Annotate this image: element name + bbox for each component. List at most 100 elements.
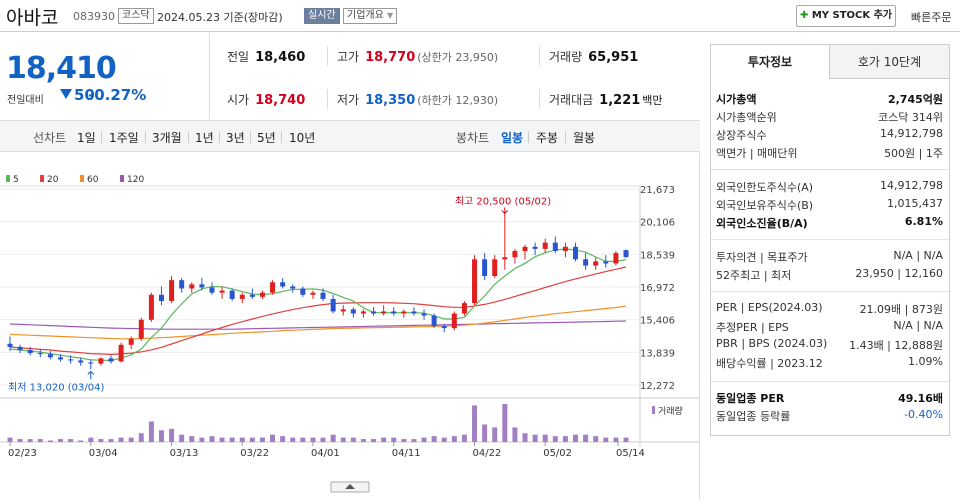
chevron-down-icon: ▼ <box>387 11 394 20</box>
divider <box>327 46 328 66</box>
line-chart-label: 선차트 <box>33 131 67 145</box>
info-key: 52주최고 | 최저 <box>716 269 792 282</box>
period-10y[interactable]: 10년 <box>289 131 316 145</box>
info-value: 14,912,798 <box>880 127 943 140</box>
candle-body <box>421 313 427 316</box>
x-axis: 02/23 03/04 03/13 03/22 04/01 04/11 04/22 05/02… <box>8 442 645 459</box>
volume-bar <box>482 424 488 442</box>
period-3y[interactable]: 3년 <box>226 131 245 145</box>
x-tick-label: 04/22 <box>473 448 502 459</box>
candle-body <box>492 259 498 277</box>
volume-bar <box>118 437 124 442</box>
candle-body <box>239 294 245 299</box>
volume-bar <box>421 437 427 442</box>
info-value: 코스닥 314위 <box>878 111 943 124</box>
info-key: 동일업종 PER <box>716 392 785 405</box>
ma20-line <box>9 266 627 356</box>
chart-toolbar: 선차트 1일 1주일 3개월 1년 3년 5년 10년 봉차트 일봉 주봉 월봉 <box>0 120 700 152</box>
candle-body <box>148 294 154 320</box>
info-key: 외국인소진율(B/A) <box>716 217 808 230</box>
legend-swatch <box>6 175 10 182</box>
info-key: 액면가 | 매매단위 <box>716 147 798 160</box>
stock-name: 아바코 <box>6 7 59 29</box>
candle-body <box>360 311 366 314</box>
candle-body <box>209 287 215 293</box>
stat-high: 고가 18,770 (상한가 23,950) <box>337 48 498 65</box>
company-info-label: 기업개요 <box>347 10 384 21</box>
y-tick-label: 18,539 <box>640 250 675 261</box>
candle-daily[interactable]: 일봉 <box>501 131 524 145</box>
candle-body <box>78 360 84 363</box>
info-row: PBR | BPS (2024.03) 1.43배 | 12,888원 <box>711 337 949 355</box>
info-key: 외국인한도주식수(A) <box>716 181 814 194</box>
candle-body <box>350 309 356 314</box>
tab-orderbook[interactable]: 호가 10단계 <box>830 45 949 79</box>
period-3m[interactable]: 3개월 <box>152 131 182 145</box>
add-mystock-button[interactable]: ✚ MY STOCK 추가 <box>796 5 896 27</box>
candle-body <box>219 290 225 293</box>
chart-grid <box>0 185 699 446</box>
divider <box>565 131 566 143</box>
y-tick-label: 21,673 <box>640 185 675 196</box>
candle-body <box>542 242 548 249</box>
price-summary: 18,410 전일대비 50 -0.27% <box>0 33 210 119</box>
candle-body <box>98 358 104 364</box>
period-5y[interactable]: 5년 <box>257 131 276 145</box>
candle-body <box>17 346 23 351</box>
amount-unit: 백만 <box>642 94 663 107</box>
high-arrow-head <box>501 210 509 215</box>
candle-body <box>583 259 589 266</box>
divider <box>219 131 220 143</box>
y-tick-label: 12,272 <box>640 381 675 392</box>
period-1w[interactable]: 1주일 <box>109 131 139 145</box>
moving-averages <box>9 248 627 362</box>
candle-body <box>88 362 94 364</box>
volume-legend-label: 거래량 <box>658 405 683 417</box>
volume-bar <box>532 434 538 442</box>
tab-investment-info[interactable]: 투자정보 <box>711 45 830 79</box>
info-key: PER | EPS(2024.03) <box>716 301 823 314</box>
candle-body <box>573 246 579 260</box>
volume-bar <box>411 439 417 442</box>
volume-bar <box>401 439 407 442</box>
volume-bar <box>189 436 195 442</box>
divider <box>250 131 251 143</box>
info-row: 외국인한도주식수(A) 14,912,798 <box>711 179 949 197</box>
info-value: 49.16배 <box>898 392 943 405</box>
chart-scroll-handle[interactable] <box>330 481 370 493</box>
volume-bar <box>552 436 558 442</box>
legend-swatch <box>80 175 84 182</box>
period-1d[interactable]: 1일 <box>77 131 96 145</box>
stat-value: 18,770 <box>365 50 416 65</box>
realtime-button[interactable]: 실시간 <box>304 8 340 24</box>
candle-weekly[interactable]: 주봉 <box>536 131 559 145</box>
x-tick-label: 03/22 <box>240 448 269 459</box>
stat-volume: 거래량 65,951 <box>549 48 638 65</box>
candle-body <box>169 280 175 302</box>
quick-order-button[interactable]: 빠른주문 <box>911 11 952 24</box>
price-chart: 5 20 60 120 최고 20,500 (05/02) 최저 13,020 (03/… <box>0 153 700 500</box>
info-key: 동일업종 등락률 <box>716 410 791 423</box>
volume-bar <box>270 434 276 442</box>
candle-body <box>340 309 346 312</box>
legend-label: 120 <box>127 175 144 185</box>
volume-bar <box>603 437 609 442</box>
candle-body <box>613 253 619 264</box>
volume-bar <box>472 405 478 442</box>
candle-body <box>461 303 467 314</box>
volume-bar <box>78 440 84 442</box>
period-1y[interactable]: 1년 <box>195 131 214 145</box>
stat-value: 65,951 <box>588 50 639 65</box>
volume-bar <box>27 439 33 442</box>
volume-bar <box>7 437 13 442</box>
current-price: 18,410 <box>6 51 117 86</box>
divider <box>188 131 189 143</box>
volume-bar <box>330 434 336 442</box>
stat-label: 저가 <box>337 93 360 107</box>
group-divider <box>711 381 949 382</box>
candle-monthly[interactable]: 월봉 <box>573 131 596 145</box>
company-info-dropdown[interactable]: 기업개요 ▼ <box>343 8 398 24</box>
candle-body <box>57 357 63 360</box>
candle-body <box>371 311 377 314</box>
volume-bar <box>573 434 579 442</box>
